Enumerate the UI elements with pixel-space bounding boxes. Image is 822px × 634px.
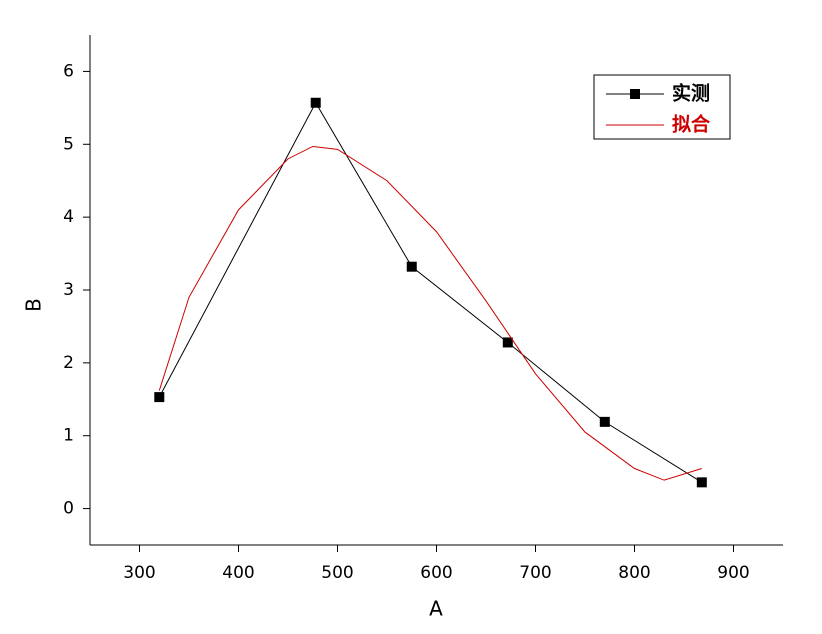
- data-point: [406, 261, 417, 272]
- legend-label: 拟合: [672, 113, 711, 136]
- y-tick-label: 3: [63, 280, 74, 300]
- data-point: [599, 416, 610, 427]
- y-tick-label: 0: [63, 499, 74, 519]
- series-line: [158, 145, 702, 481]
- x-tick-label: 500: [321, 563, 353, 583]
- y-tick-label: 6: [63, 61, 74, 81]
- y-tick-label: 2: [63, 353, 74, 373]
- data-point: [154, 392, 165, 403]
- data-point: [310, 97, 321, 108]
- y-tick-label: 4: [63, 207, 74, 227]
- legend-marker: [630, 89, 640, 99]
- x-tick-label: 700: [519, 563, 551, 583]
- x-tick-label: 400: [222, 563, 254, 583]
- series-line: [158, 101, 703, 483]
- y-axis-label: B: [22, 298, 46, 312]
- x-tick-label: 900: [717, 563, 749, 583]
- y-tick-label: 5: [63, 134, 74, 154]
- data-point: [502, 337, 513, 348]
- legend-label: 实测: [672, 82, 710, 105]
- x-tick-label: 300: [123, 563, 155, 583]
- x-tick-label: 800: [618, 563, 650, 583]
- legend-box: [593, 74, 731, 140]
- x-axis-label: A: [429, 597, 443, 621]
- y-tick-label: 1: [63, 426, 74, 446]
- data-point: [696, 477, 707, 488]
- x-tick-label: 600: [420, 563, 452, 583]
